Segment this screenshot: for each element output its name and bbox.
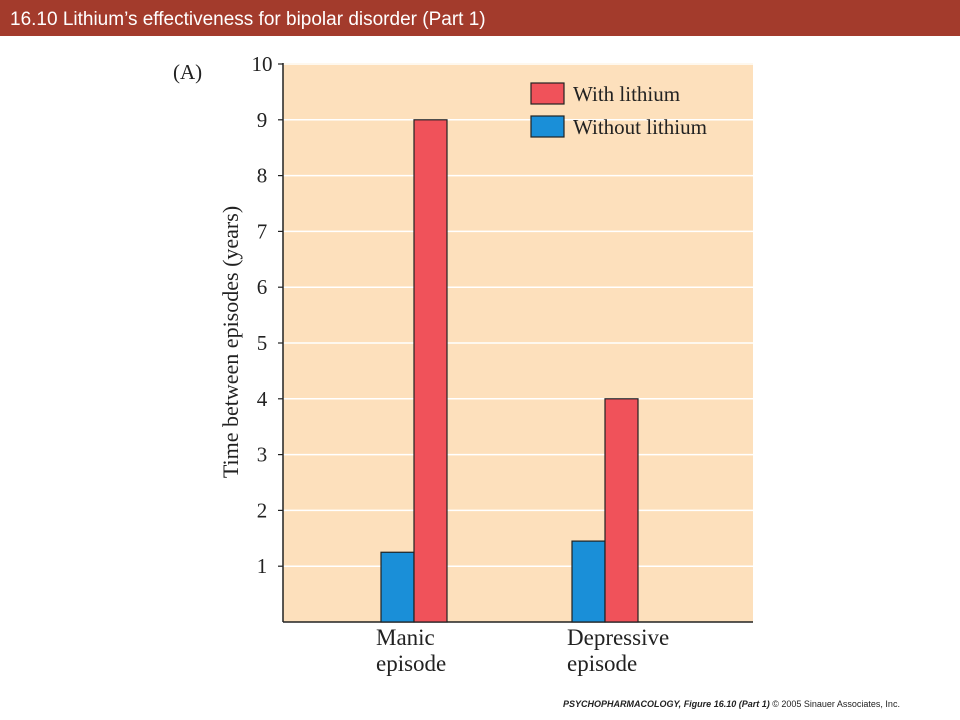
bar-without-lithium (571, 540, 606, 623)
bar-without-lithium (380, 551, 415, 623)
x-category-label: Depressive (567, 625, 669, 650)
figure-credit: PSYCHOPHARMACOLOGY, Figure 16.10 (Part 1… (563, 699, 900, 709)
y-tick-label: 4 (257, 387, 268, 411)
y-tick-label: 5 (257, 331, 268, 355)
legend-label: With lithium (573, 82, 680, 106)
credit-figure: Figure 16.10 (Part 1) (681, 699, 770, 709)
bar-with-lithium (413, 119, 448, 623)
y-tick-label: 7 (257, 219, 268, 243)
y-tick-label: 1 (257, 554, 268, 578)
x-category-label: episode (376, 651, 446, 676)
x-category-label: Manic (376, 625, 435, 650)
x-category-label: episode (567, 651, 637, 676)
credit-copyright: © 2005 Sinauer Associates, Inc. (769, 699, 900, 709)
title-bar: 16.10 Lithium’s effectiveness for bipola… (0, 0, 960, 36)
y-tick-label: 2 (257, 498, 268, 522)
y-tick-label: 10 (252, 52, 273, 76)
slide-title: 16.10 Lithium’s effectiveness for bipola… (10, 9, 486, 30)
legend-swatch (530, 115, 565, 138)
y-tick-label: 6 (257, 275, 268, 299)
legend-label: Without lithium (573, 115, 707, 139)
panel-label: (A) (173, 60, 202, 84)
bar-with-lithium (604, 398, 639, 623)
y-axis-title: Time between episodes (years) (218, 206, 243, 478)
legend-swatch (530, 82, 565, 105)
credit-book: PSYCHOPHARMACOLOGY, (563, 699, 682, 709)
y-tick-label: 8 (257, 164, 268, 188)
y-tick-label: 3 (257, 443, 268, 467)
y-tick-label: 9 (257, 108, 268, 132)
